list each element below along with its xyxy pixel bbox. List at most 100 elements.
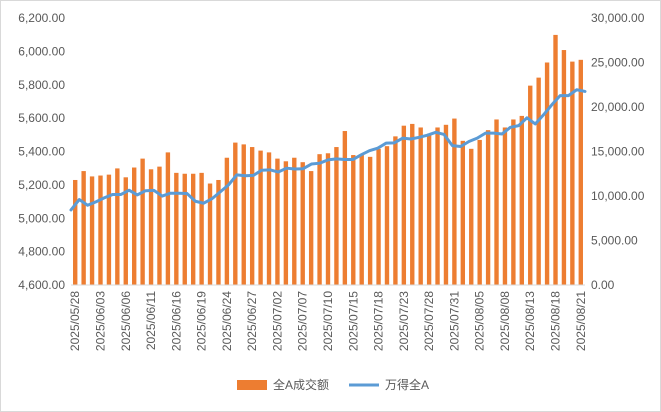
y-right-tick-label: 25,000.00 xyxy=(591,56,645,70)
y-left-tick-label: 6,200.00 xyxy=(18,11,65,25)
y-right-tick-label: 30,000.00 xyxy=(591,11,645,25)
bar-40 xyxy=(410,123,415,285)
bar-57 xyxy=(553,34,558,285)
bar-24 xyxy=(275,158,280,285)
x-tick-label: 2025/07/28 xyxy=(422,291,436,351)
x-tick-label: 2025/06/24 xyxy=(220,291,234,351)
bar-25 xyxy=(283,161,289,285)
bar-28 xyxy=(308,171,314,285)
x-tick-label: 2025/08/13 xyxy=(523,291,537,351)
y-left-tick-label: 5,600.00 xyxy=(18,111,65,125)
legend-label-turnover: 全A成交额 xyxy=(273,377,329,392)
bar-21 xyxy=(249,147,255,285)
bar-11 xyxy=(165,152,171,285)
bar-15 xyxy=(199,172,204,285)
x-tick-label: 2025/07/15 xyxy=(346,291,360,351)
legend: 全A成交额 万得全A xyxy=(237,377,429,392)
bar-30 xyxy=(325,153,331,285)
bar-34 xyxy=(359,154,364,285)
bar-20 xyxy=(241,144,246,285)
y-left-tick-label: 5,200.00 xyxy=(18,178,65,192)
axes-group: 4,600.00 4,800.00 5,000.00 5,200.00 5,400.00… xyxy=(18,11,644,351)
bar-48 xyxy=(477,139,482,285)
bar-42 xyxy=(426,133,432,285)
bar-18 xyxy=(224,157,230,285)
bar-51 xyxy=(502,127,508,285)
x-tick-label: 2025/07/23 xyxy=(397,291,411,351)
x-tick-label: 2025/07/02 xyxy=(270,291,284,351)
bar-46 xyxy=(460,140,466,285)
bar-52 xyxy=(511,119,516,286)
x-tick-label: 2025/06/16 xyxy=(169,291,183,351)
x-tick-label: 2025/08/08 xyxy=(498,291,512,351)
x-tick-label: 2025/06/19 xyxy=(195,291,209,351)
bar-32 xyxy=(342,131,348,285)
bar-4 xyxy=(106,174,112,285)
bar-19 xyxy=(233,142,238,285)
bar-33 xyxy=(351,155,356,285)
x-tick-label: 2025/08/18 xyxy=(549,291,563,351)
bar-36 xyxy=(376,148,381,285)
series-line-wind-all-a xyxy=(69,88,587,212)
x-tick-label: 2025/08/21 xyxy=(574,291,588,351)
x-tick-label: 2025/07/10 xyxy=(321,291,335,351)
y-right-tick-label: 5,000.00 xyxy=(591,234,638,248)
bar-1 xyxy=(81,171,86,285)
bar-31 xyxy=(334,147,339,285)
y-left-tick-label: 5,000.00 xyxy=(18,211,65,225)
y-right-tick-label: 15,000.00 xyxy=(591,145,645,159)
y-left-tick-label: 4,800.00 xyxy=(18,245,65,259)
bar-8 xyxy=(140,158,145,285)
x-tick-label: 2025/07/07 xyxy=(296,291,310,351)
bars-group xyxy=(73,34,583,286)
y-right-tick-label: 0.00 xyxy=(591,278,615,292)
bar-7 xyxy=(132,167,137,285)
x-tick-label: 2025/05/28 xyxy=(68,291,82,351)
bar-44 xyxy=(443,124,449,285)
bar-54 xyxy=(528,85,533,285)
y-right-tick-label: 20,000.00 xyxy=(591,100,645,114)
bar-53 xyxy=(519,115,524,286)
bar-13 xyxy=(182,173,187,285)
line-group xyxy=(69,88,587,212)
y-left-tick-label: 6,000.00 xyxy=(18,44,65,58)
bar-26 xyxy=(292,157,297,285)
y-left-tick-label: 5,800.00 xyxy=(18,78,65,92)
legend-label-wind-all-a: 万得全A xyxy=(385,377,429,392)
legend-swatch-turnover xyxy=(237,380,267,390)
bar-6 xyxy=(123,177,128,285)
bar-58 xyxy=(561,50,567,285)
bar-2 xyxy=(89,176,95,285)
bar-60 xyxy=(578,59,583,285)
bar-10 xyxy=(157,166,162,285)
bar-23 xyxy=(266,152,272,285)
bar-35 xyxy=(367,156,373,285)
bar-45 xyxy=(452,118,457,285)
bar-5 xyxy=(115,168,120,285)
bar-47 xyxy=(469,148,474,285)
bar-0 xyxy=(73,179,78,285)
bar-22 xyxy=(258,150,263,285)
bar-55 xyxy=(536,77,541,285)
bar-37 xyxy=(384,146,390,285)
bar-43 xyxy=(435,127,440,285)
bar-14 xyxy=(190,173,196,285)
x-tick-label: 2025/06/06 xyxy=(119,291,133,351)
bar-56 xyxy=(544,62,550,285)
bar-41 xyxy=(418,127,423,285)
bar-38 xyxy=(393,136,398,285)
y-left-tick-label: 5,400.00 xyxy=(18,145,65,159)
bar-29 xyxy=(317,154,322,285)
x-tick-label: 2025/07/31 xyxy=(447,291,461,351)
bar-39 xyxy=(401,125,407,285)
x-tick-label: 2025/06/03 xyxy=(93,291,107,351)
bar-9 xyxy=(148,169,154,285)
bar-49 xyxy=(485,130,491,285)
x-tick-label: 2025/08/05 xyxy=(473,291,487,351)
x-tick-label: 2025/06/11 xyxy=(144,291,158,350)
x-tick-label: 2025/06/27 xyxy=(245,291,259,351)
bar-17 xyxy=(216,179,221,285)
bar-59 xyxy=(570,61,575,285)
